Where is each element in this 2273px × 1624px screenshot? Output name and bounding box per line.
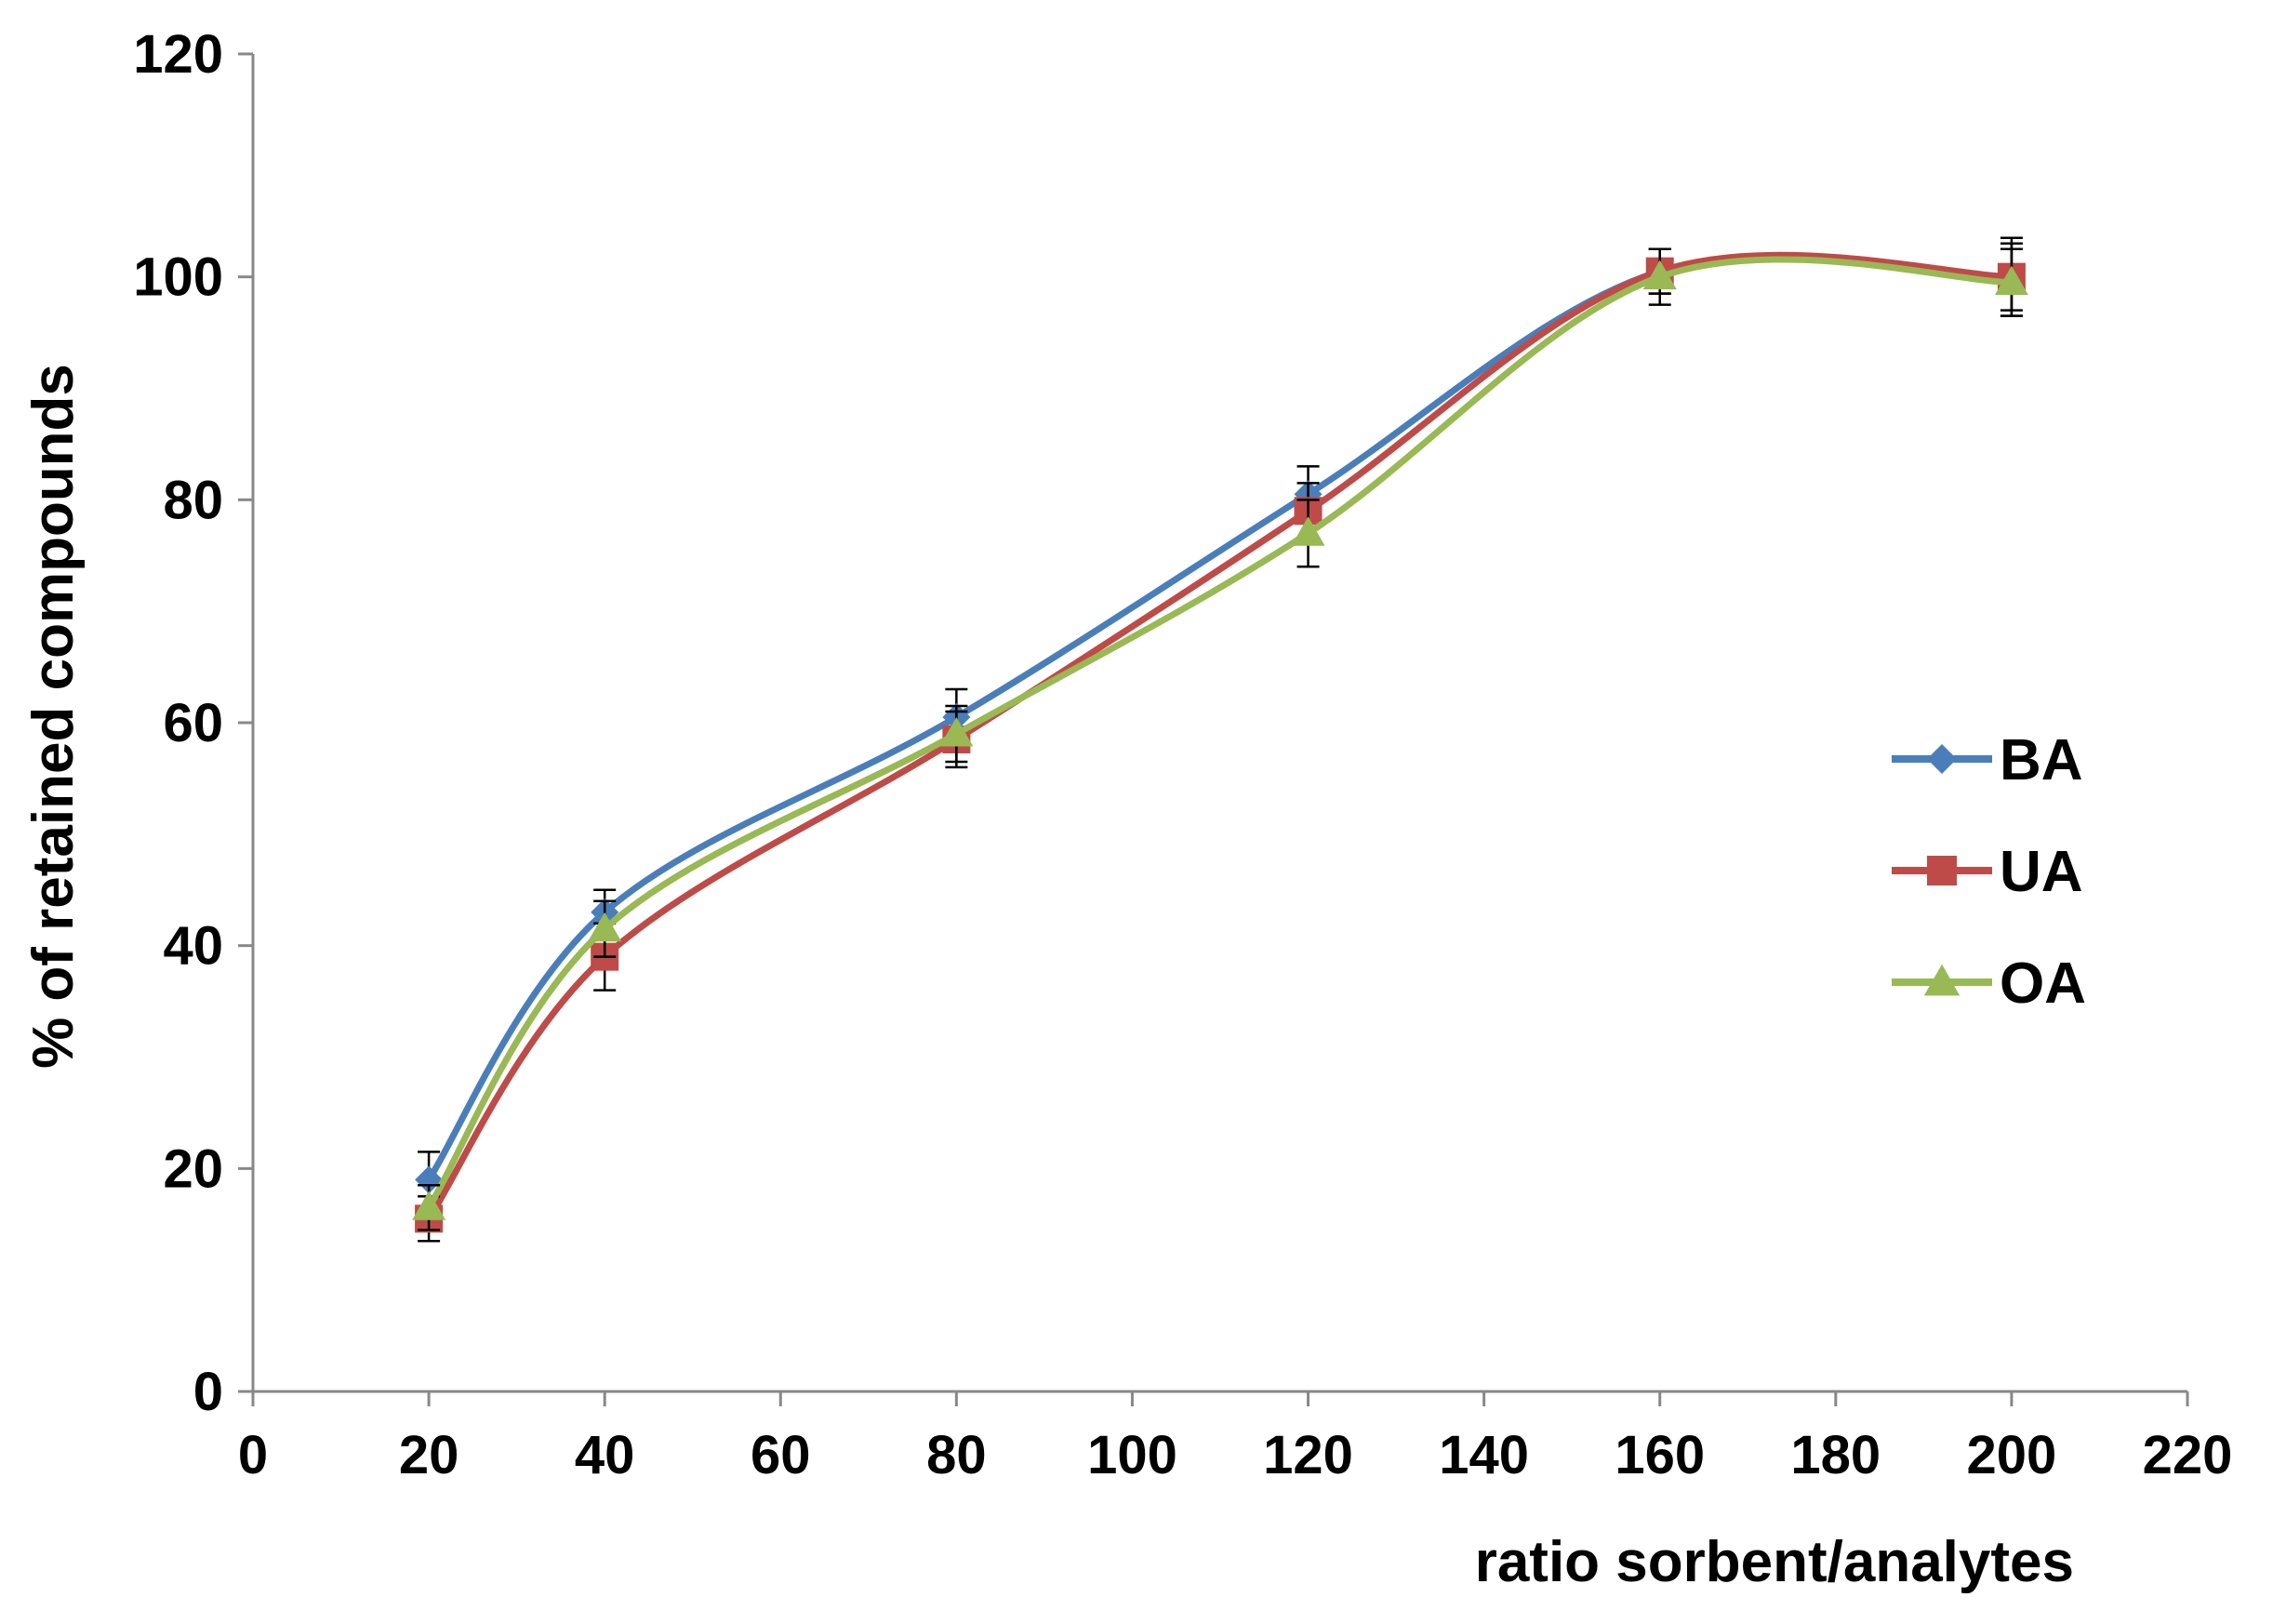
x-tick-label: 200 — [1967, 1425, 2057, 1485]
series-line-oa — [425, 256, 2015, 1211]
x-tick-label: 60 — [751, 1425, 811, 1485]
x-tick-label: 180 — [1790, 1425, 1881, 1485]
y-tick-label: 40 — [163, 916, 223, 977]
series-ba — [415, 236, 2026, 1209]
x-tick-label: 40 — [575, 1425, 635, 1485]
y-tick-label: 100 — [133, 247, 223, 308]
x-tick-label: 0 — [238, 1425, 268, 1485]
x-tick-label: 220 — [2143, 1425, 2233, 1485]
y-tick-label: 120 — [133, 24, 223, 85]
y-tick-label: 0 — [193, 1362, 223, 1422]
x-tick-label: 160 — [1615, 1425, 1705, 1485]
y-tick-label: 20 — [163, 1138, 223, 1199]
data-point-oa — [939, 716, 974, 747]
y-axis-title: % of retained compounds — [21, 364, 86, 1069]
legend-marker-ua — [1927, 856, 1957, 885]
x-tick-label: 80 — [926, 1425, 987, 1485]
axes: 0 20 40 60 80 100 120 0 20 40 60 80 100 120 140 160 180 2… — [133, 24, 2232, 1485]
x-tick-label: 100 — [1087, 1425, 1177, 1485]
legend-label-oa: OA — [2000, 952, 2086, 1016]
series-ua — [415, 242, 2026, 1243]
series-line-ua — [425, 251, 2015, 1222]
series-line-ba — [425, 253, 2015, 1183]
data-point-oa — [412, 1191, 446, 1220]
legend-item-oa: OA — [1892, 952, 2086, 1016]
series-layer — [412, 236, 2028, 1243]
legend-marker-ba — [1927, 744, 1957, 774]
x-tick-label: 120 — [1263, 1425, 1353, 1485]
legend-label-ba: BA — [2000, 728, 2083, 792]
legend-label-ua: UA — [2000, 840, 2083, 904]
y-tick-label: 60 — [163, 693, 223, 753]
data-point-oa — [588, 912, 622, 942]
legend: BA UA OA — [1892, 728, 2086, 1016]
series-oa — [412, 247, 2028, 1231]
data-point-oa — [1994, 265, 2028, 296]
x-tick-label: 20 — [399, 1425, 459, 1485]
legend-marker-oa — [1923, 964, 1961, 996]
x-axis-title: ratio sorbent/analytes — [1475, 1530, 2074, 1594]
legend-item-ua: UA — [1892, 840, 2083, 904]
data-point-ba — [415, 1165, 444, 1194]
data-point-oa — [1291, 516, 1325, 546]
x-tick-label: 140 — [1439, 1425, 1529, 1485]
legend-item-ba: BA — [1892, 728, 2083, 792]
data-point-oa — [1642, 260, 1677, 290]
y-tick-label: 80 — [163, 470, 223, 530]
